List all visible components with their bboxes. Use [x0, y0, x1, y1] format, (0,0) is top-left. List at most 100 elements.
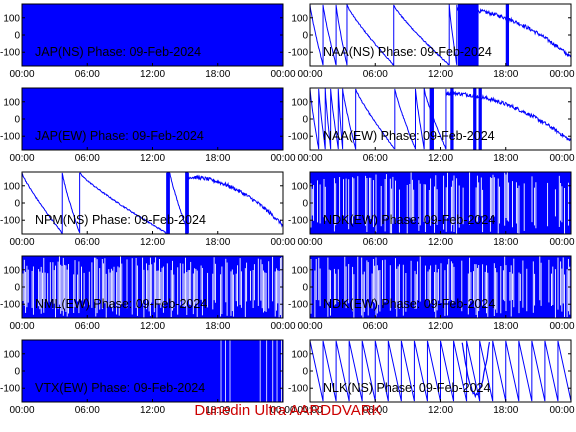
x-tick-label: 06:00: [363, 321, 388, 332]
subplot-title: VTX(EW) Phase: 09-Feb-2024: [35, 381, 205, 395]
x-tick-label: 00:00: [270, 237, 295, 248]
subplot-title: NDK(EW) Phase: 09-Feb-2024: [323, 213, 495, 227]
x-tick-label: 06:00: [363, 405, 388, 416]
y-tick-label: 0: [14, 199, 20, 210]
trace-group: [310, 4, 571, 66]
x-tick-label: 18:00: [205, 405, 230, 416]
x-tick-label: 00:00: [9, 237, 34, 248]
x-tick-label: 06:00: [75, 153, 100, 164]
burst-band: [505, 4, 510, 66]
x-tick-label: 12:00: [140, 321, 165, 332]
x-tick-label: 00:00: [270, 153, 295, 164]
y-tick-label: -100: [288, 216, 308, 227]
y-tick-label: 0: [14, 283, 20, 294]
subplot-title: NLK(NS) Phase: 09-Feb-2024: [323, 381, 490, 395]
subplot-title: NAA(NS) Phase: 09-Feb-2024: [323, 45, 492, 59]
x-tick-label: 18:00: [493, 237, 518, 248]
y-tick-label: -100: [288, 48, 308, 59]
trace-group: [22, 340, 283, 402]
trace-group: [22, 256, 283, 318]
x-tick-label: 00:00: [549, 321, 574, 332]
x-tick-label: 18:00: [205, 69, 230, 80]
x-tick-label: 00:00: [549, 69, 574, 80]
y-tick-label: 100: [291, 97, 308, 108]
x-tick-label: 18:00: [205, 153, 230, 164]
x-tick-label: 06:00: [363, 237, 388, 248]
series-line: [461, 342, 491, 399]
saturated-fill: [22, 88, 283, 150]
burst-band: [457, 4, 479, 66]
y-tick-label: -100: [0, 48, 20, 59]
y-tick-label: 100: [291, 13, 308, 24]
x-tick-label: 00:00: [9, 321, 34, 332]
x-tick-label: 06:00: [75, 237, 100, 248]
x-tick-label: 00:00: [549, 153, 574, 164]
x-tick-label: 00:00: [297, 69, 322, 80]
burst-band: [166, 172, 170, 234]
x-tick-label: 06:00: [75, 321, 100, 332]
burst-band: [478, 88, 482, 150]
x-tick-label: 18:00: [205, 321, 230, 332]
x-tick-label: 12:00: [140, 237, 165, 248]
subplot-title: NML(EW) Phase: 09-Feb-2024: [35, 297, 207, 311]
trace-group: [310, 88, 571, 150]
x-tick-label: 00:00: [9, 405, 34, 416]
x-tick-label: 00:00: [270, 321, 295, 332]
x-tick-label: 12:00: [428, 153, 453, 164]
burst-band: [429, 88, 434, 150]
x-tick-label: 12:00: [140, 405, 165, 416]
x-tick-label: 12:00: [428, 321, 453, 332]
x-tick-label: 18:00: [493, 321, 518, 332]
x-tick-label: 06:00: [363, 69, 388, 80]
y-tick-label: 0: [14, 367, 20, 378]
y-tick-label: 0: [302, 31, 308, 42]
x-tick-label: 18:00: [493, 69, 518, 80]
subplot-title: JAP(EW) Phase: 09-Feb-2024: [35, 129, 204, 143]
subplot-title: NPM(NS) Phase: 09-Feb-2024: [35, 213, 206, 227]
x-tick-label: 00:00: [270, 69, 295, 80]
y-tick-label: 100: [3, 349, 20, 360]
x-tick-label: 12:00: [428, 405, 453, 416]
y-tick-label: 0: [14, 31, 20, 42]
y-tick-label: 0: [302, 115, 308, 126]
y-tick-label: 100: [3, 97, 20, 108]
y-tick-label: -100: [288, 384, 308, 395]
trace-group: [310, 340, 571, 402]
x-tick-label: 18:00: [493, 405, 518, 416]
y-tick-label: -100: [288, 300, 308, 311]
x-tick-label: 00:00: [9, 153, 34, 164]
x-tick-label: 12:00: [140, 153, 165, 164]
burst-band: [185, 172, 189, 234]
x-tick-label: 06:00: [363, 153, 388, 164]
x-tick-label: 00:00: [297, 321, 322, 332]
trace-group: [22, 88, 283, 150]
y-tick-label: 0: [302, 199, 308, 210]
x-tick-label: 00:00: [297, 153, 322, 164]
y-tick-label: -100: [0, 216, 20, 227]
x-tick-label: 18:00: [493, 153, 518, 164]
y-tick-label: -100: [288, 132, 308, 143]
y-tick-label: 0: [302, 283, 308, 294]
x-tick-label: 00:00: [549, 405, 574, 416]
x-tick-label: 06:00: [75, 69, 100, 80]
saturated-fill: [22, 4, 283, 66]
x-tick-label: 00:00: [9, 69, 34, 80]
burst-band: [473, 88, 477, 150]
x-tick-label: 00:00: [297, 237, 322, 248]
y-tick-label: 100: [3, 265, 20, 276]
y-tick-label: 0: [302, 367, 308, 378]
y-tick-label: 0: [14, 115, 20, 126]
burst-band: [450, 88, 454, 150]
x-tick-label: 06:00: [75, 405, 100, 416]
y-tick-label: 100: [291, 181, 308, 192]
